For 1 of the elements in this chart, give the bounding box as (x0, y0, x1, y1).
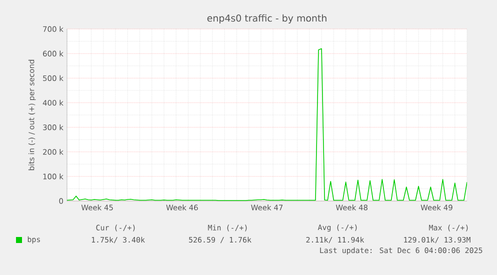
chart-title: enp4s0 traffic - by month (207, 14, 326, 24)
